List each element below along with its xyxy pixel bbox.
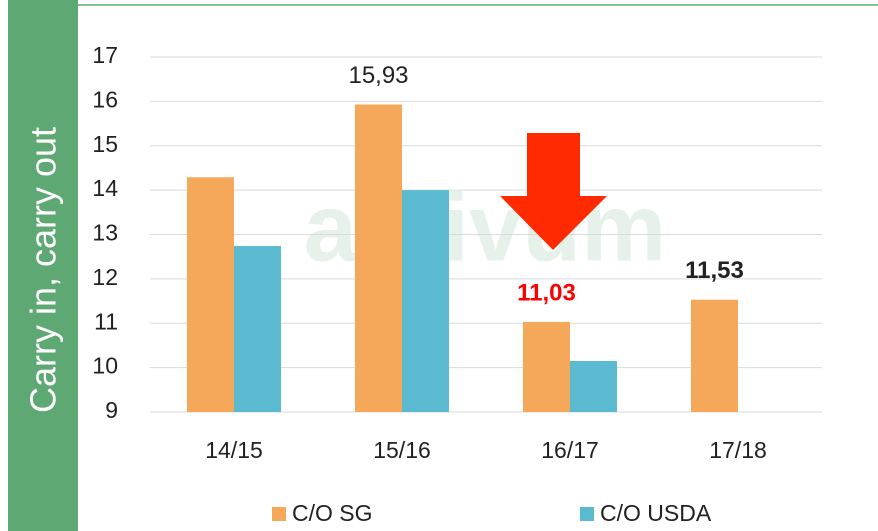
y-axis-label: Carry in, carry out [23,127,64,413]
label-band [8,0,78,531]
y-tick-label: 15 [92,131,118,157]
bar [234,246,281,412]
bar [691,299,738,412]
bar [187,177,234,412]
value-label: 11,53 [685,257,744,284]
y-tick-label: 16 [92,86,118,112]
bar [355,104,402,412]
value-label: 11,03 [517,279,576,306]
legend-label: C/O USDA [600,500,712,526]
x-tick-label: 16/17 [541,437,599,463]
y-tick-label: 10 [92,353,118,379]
x-tick-label: 15/16 [373,437,431,463]
x-tick-label: 17/18 [709,437,767,463]
y-tick-label: 14 [92,175,118,201]
bar [570,360,617,412]
value-label: 15,93 [348,62,408,89]
legend-swatch [272,507,286,521]
y-tick-label: 12 [92,264,118,290]
legend-swatch [580,507,594,521]
arrow-annotation [500,133,607,250]
y-tick-label: 13 [92,220,118,246]
bar [402,190,449,412]
bar [523,321,570,412]
y-tick-label: 9 [105,397,118,423]
x-tick-label: 14/15 [205,437,263,463]
legend-label: C/O SG [292,500,373,526]
y-tick-label: 11 [94,308,118,334]
y-tick-label: 17 [92,42,118,68]
